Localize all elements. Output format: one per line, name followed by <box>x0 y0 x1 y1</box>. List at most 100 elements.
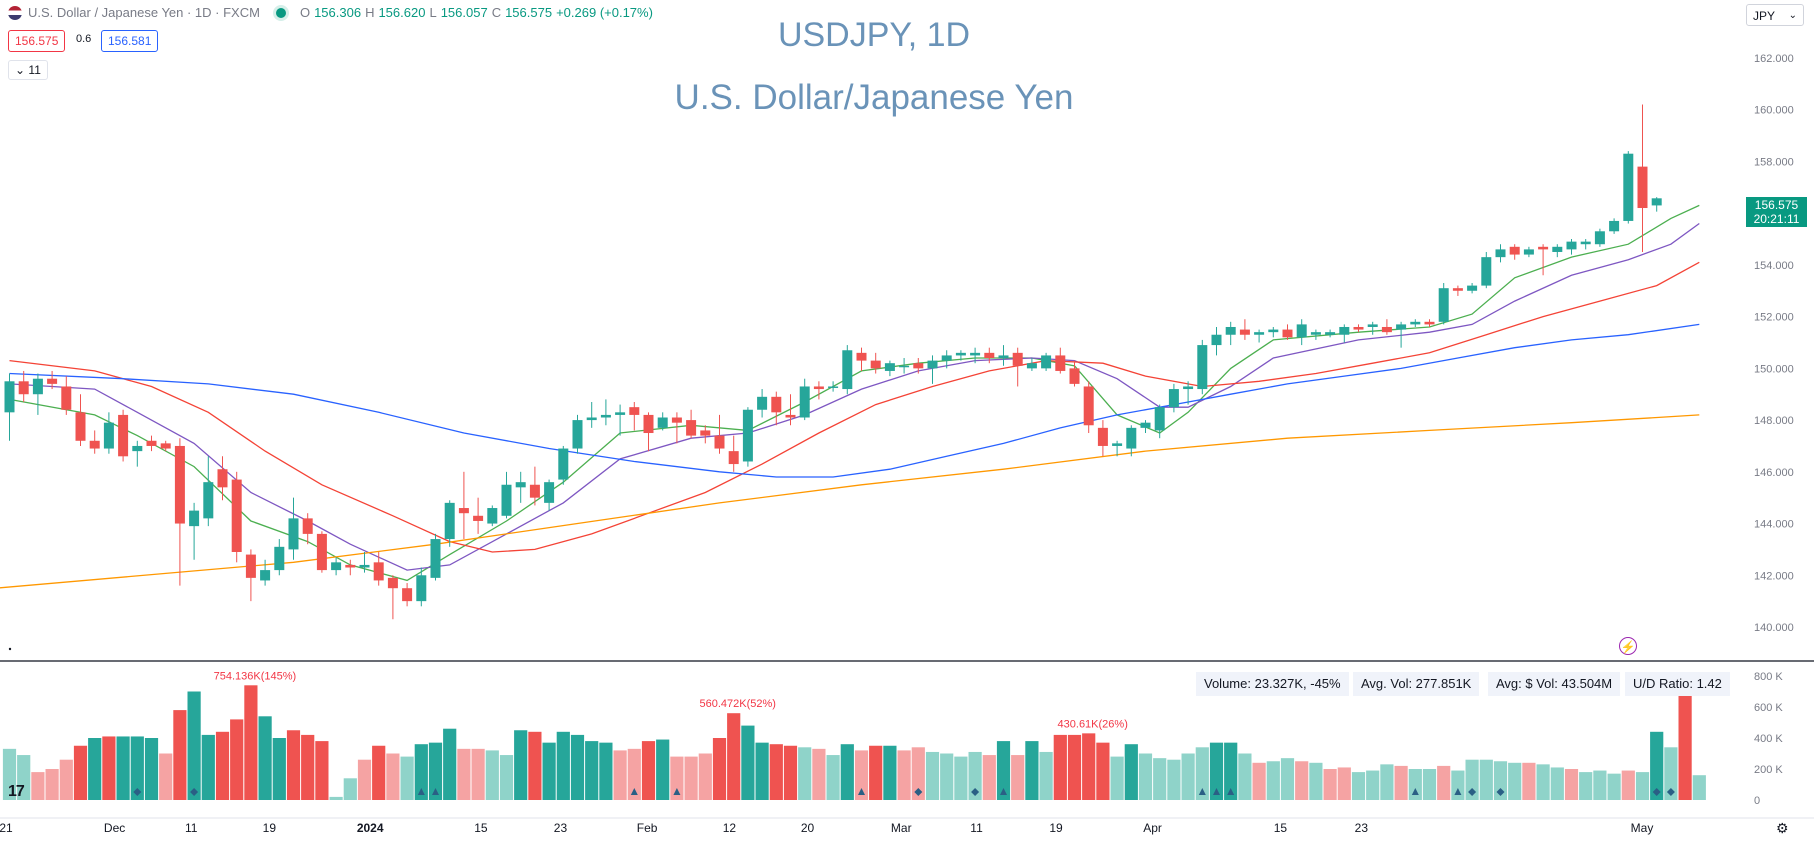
volume-bar[interactable] <box>230 719 244 800</box>
candle[interactable] <box>231 471 242 563</box>
volume-bar[interactable] <box>1678 691 1692 801</box>
volume-bar[interactable] <box>925 751 940 800</box>
volume-bar[interactable] <box>641 741 656 800</box>
candle[interactable] <box>430 533 441 581</box>
candle[interactable] <box>274 539 285 576</box>
candle[interactable] <box>444 500 455 547</box>
volume-bar[interactable] <box>1451 770 1465 800</box>
settings-icon[interactable]: ⚙ <box>1776 820 1789 836</box>
volume-bar[interactable] <box>1536 764 1550 800</box>
volume-bar[interactable] <box>244 685 258 800</box>
candle[interactable] <box>842 345 853 395</box>
candle[interactable] <box>828 381 839 392</box>
candle[interactable] <box>1225 321 1236 346</box>
lightning-icon[interactable]: ⚡ <box>1619 637 1637 655</box>
candle[interactable] <box>728 435 739 472</box>
candle[interactable] <box>686 409 697 439</box>
candle[interactable] <box>245 549 256 602</box>
candle[interactable] <box>217 456 228 501</box>
volume-bar[interactable] <box>570 734 585 800</box>
volume-bar[interactable] <box>1380 764 1394 800</box>
volume-bar[interactable] <box>1508 762 1522 800</box>
candle[interactable] <box>416 567 427 607</box>
volume-bar[interactable] <box>428 742 443 800</box>
volume-bar[interactable] <box>698 753 712 801</box>
candle[interactable] <box>884 360 895 377</box>
candle[interactable] <box>288 497 299 560</box>
candle[interactable] <box>927 355 938 384</box>
volume-bar[interactable] <box>499 755 514 800</box>
volume-bar[interactable] <box>343 778 357 800</box>
candle[interactable] <box>1069 360 1080 387</box>
volume-bar[interactable] <box>585 741 599 800</box>
indicators-toggle-button[interactable]: ⌄ 11 <box>8 60 48 80</box>
volume-bar[interactable] <box>1607 773 1621 800</box>
candle[interactable] <box>1140 420 1151 434</box>
volume-bar[interactable] <box>173 710 187 800</box>
volume-bar[interactable] <box>627 748 641 800</box>
moving-average-line[interactable] <box>9 323 1700 478</box>
candle[interactable] <box>700 425 711 444</box>
volume-bar[interactable] <box>1621 770 1635 800</box>
volume-bar[interactable] <box>599 742 613 800</box>
volume-bar[interactable] <box>755 742 769 800</box>
candle[interactable] <box>47 370 58 390</box>
candle[interactable] <box>1580 239 1591 250</box>
volume-bar[interactable] <box>556 731 570 800</box>
candle[interactable] <box>771 391 782 426</box>
candle[interactable] <box>316 531 327 573</box>
candle[interactable] <box>1197 339 1208 395</box>
volume-bar[interactable] <box>457 748 471 800</box>
candle[interactable] <box>970 347 981 364</box>
candle[interactable] <box>799 378 810 421</box>
candle[interactable] <box>174 438 185 586</box>
candle[interactable] <box>941 350 952 369</box>
candle[interactable] <box>1481 251 1492 289</box>
volume-bar[interactable] <box>1153 758 1167 800</box>
candle[interactable] <box>1026 358 1037 371</box>
volume-bar[interactable] <box>88 738 102 800</box>
candle[interactable] <box>899 358 910 374</box>
candle[interactable] <box>132 440 143 467</box>
candle[interactable] <box>529 466 540 506</box>
candle[interactable] <box>615 404 626 436</box>
volume-bar[interactable] <box>1238 753 1252 801</box>
volume-bar[interactable] <box>1437 765 1451 800</box>
volume-bar[interactable] <box>485 750 499 800</box>
volume-bar[interactable] <box>1209 742 1224 800</box>
candle[interactable] <box>1055 347 1066 374</box>
volume-bar[interactable] <box>1096 742 1110 800</box>
candle[interactable] <box>1325 329 1336 338</box>
candle[interactable] <box>1538 244 1549 276</box>
volume-bar[interactable] <box>1522 762 1536 800</box>
volume-bar[interactable] <box>301 734 315 800</box>
volume-bar[interactable] <box>940 753 954 801</box>
volume-bar[interactable] <box>315 741 329 800</box>
volume-bar[interactable] <box>1025 741 1039 800</box>
candle[interactable] <box>189 502 200 560</box>
moving-average-line[interactable] <box>9 261 1700 553</box>
volume-bar[interactable] <box>1067 734 1082 800</box>
candle[interactable] <box>998 345 1009 366</box>
candle[interactable] <box>1381 319 1392 335</box>
volume-bar[interactable] <box>1337 767 1351 800</box>
volume-bar[interactable] <box>329 796 343 800</box>
volume-bar[interactable] <box>45 769 59 800</box>
volume-bar[interactable] <box>1351 772 1366 800</box>
volume-bar[interactable] <box>272 738 286 800</box>
volume-bar[interactable] <box>1394 765 1408 800</box>
volume-bar[interactable] <box>712 738 727 800</box>
volume-bar[interactable] <box>187 691 201 801</box>
volume-bar[interactable] <box>1650 731 1664 800</box>
volume-bar[interactable] <box>741 725 755 800</box>
volume-bar[interactable] <box>1124 744 1138 800</box>
candle[interactable] <box>600 399 611 426</box>
volume-bar[interactable] <box>215 731 230 800</box>
volume-bar[interactable] <box>1664 747 1678 800</box>
candle[interactable] <box>657 412 668 431</box>
volume-bar[interactable] <box>1295 761 1309 800</box>
volume-bar[interactable] <box>542 742 556 800</box>
volume-bar[interactable] <box>528 731 542 800</box>
volume-bar[interactable] <box>1266 761 1280 800</box>
candle[interactable] <box>1495 244 1506 263</box>
